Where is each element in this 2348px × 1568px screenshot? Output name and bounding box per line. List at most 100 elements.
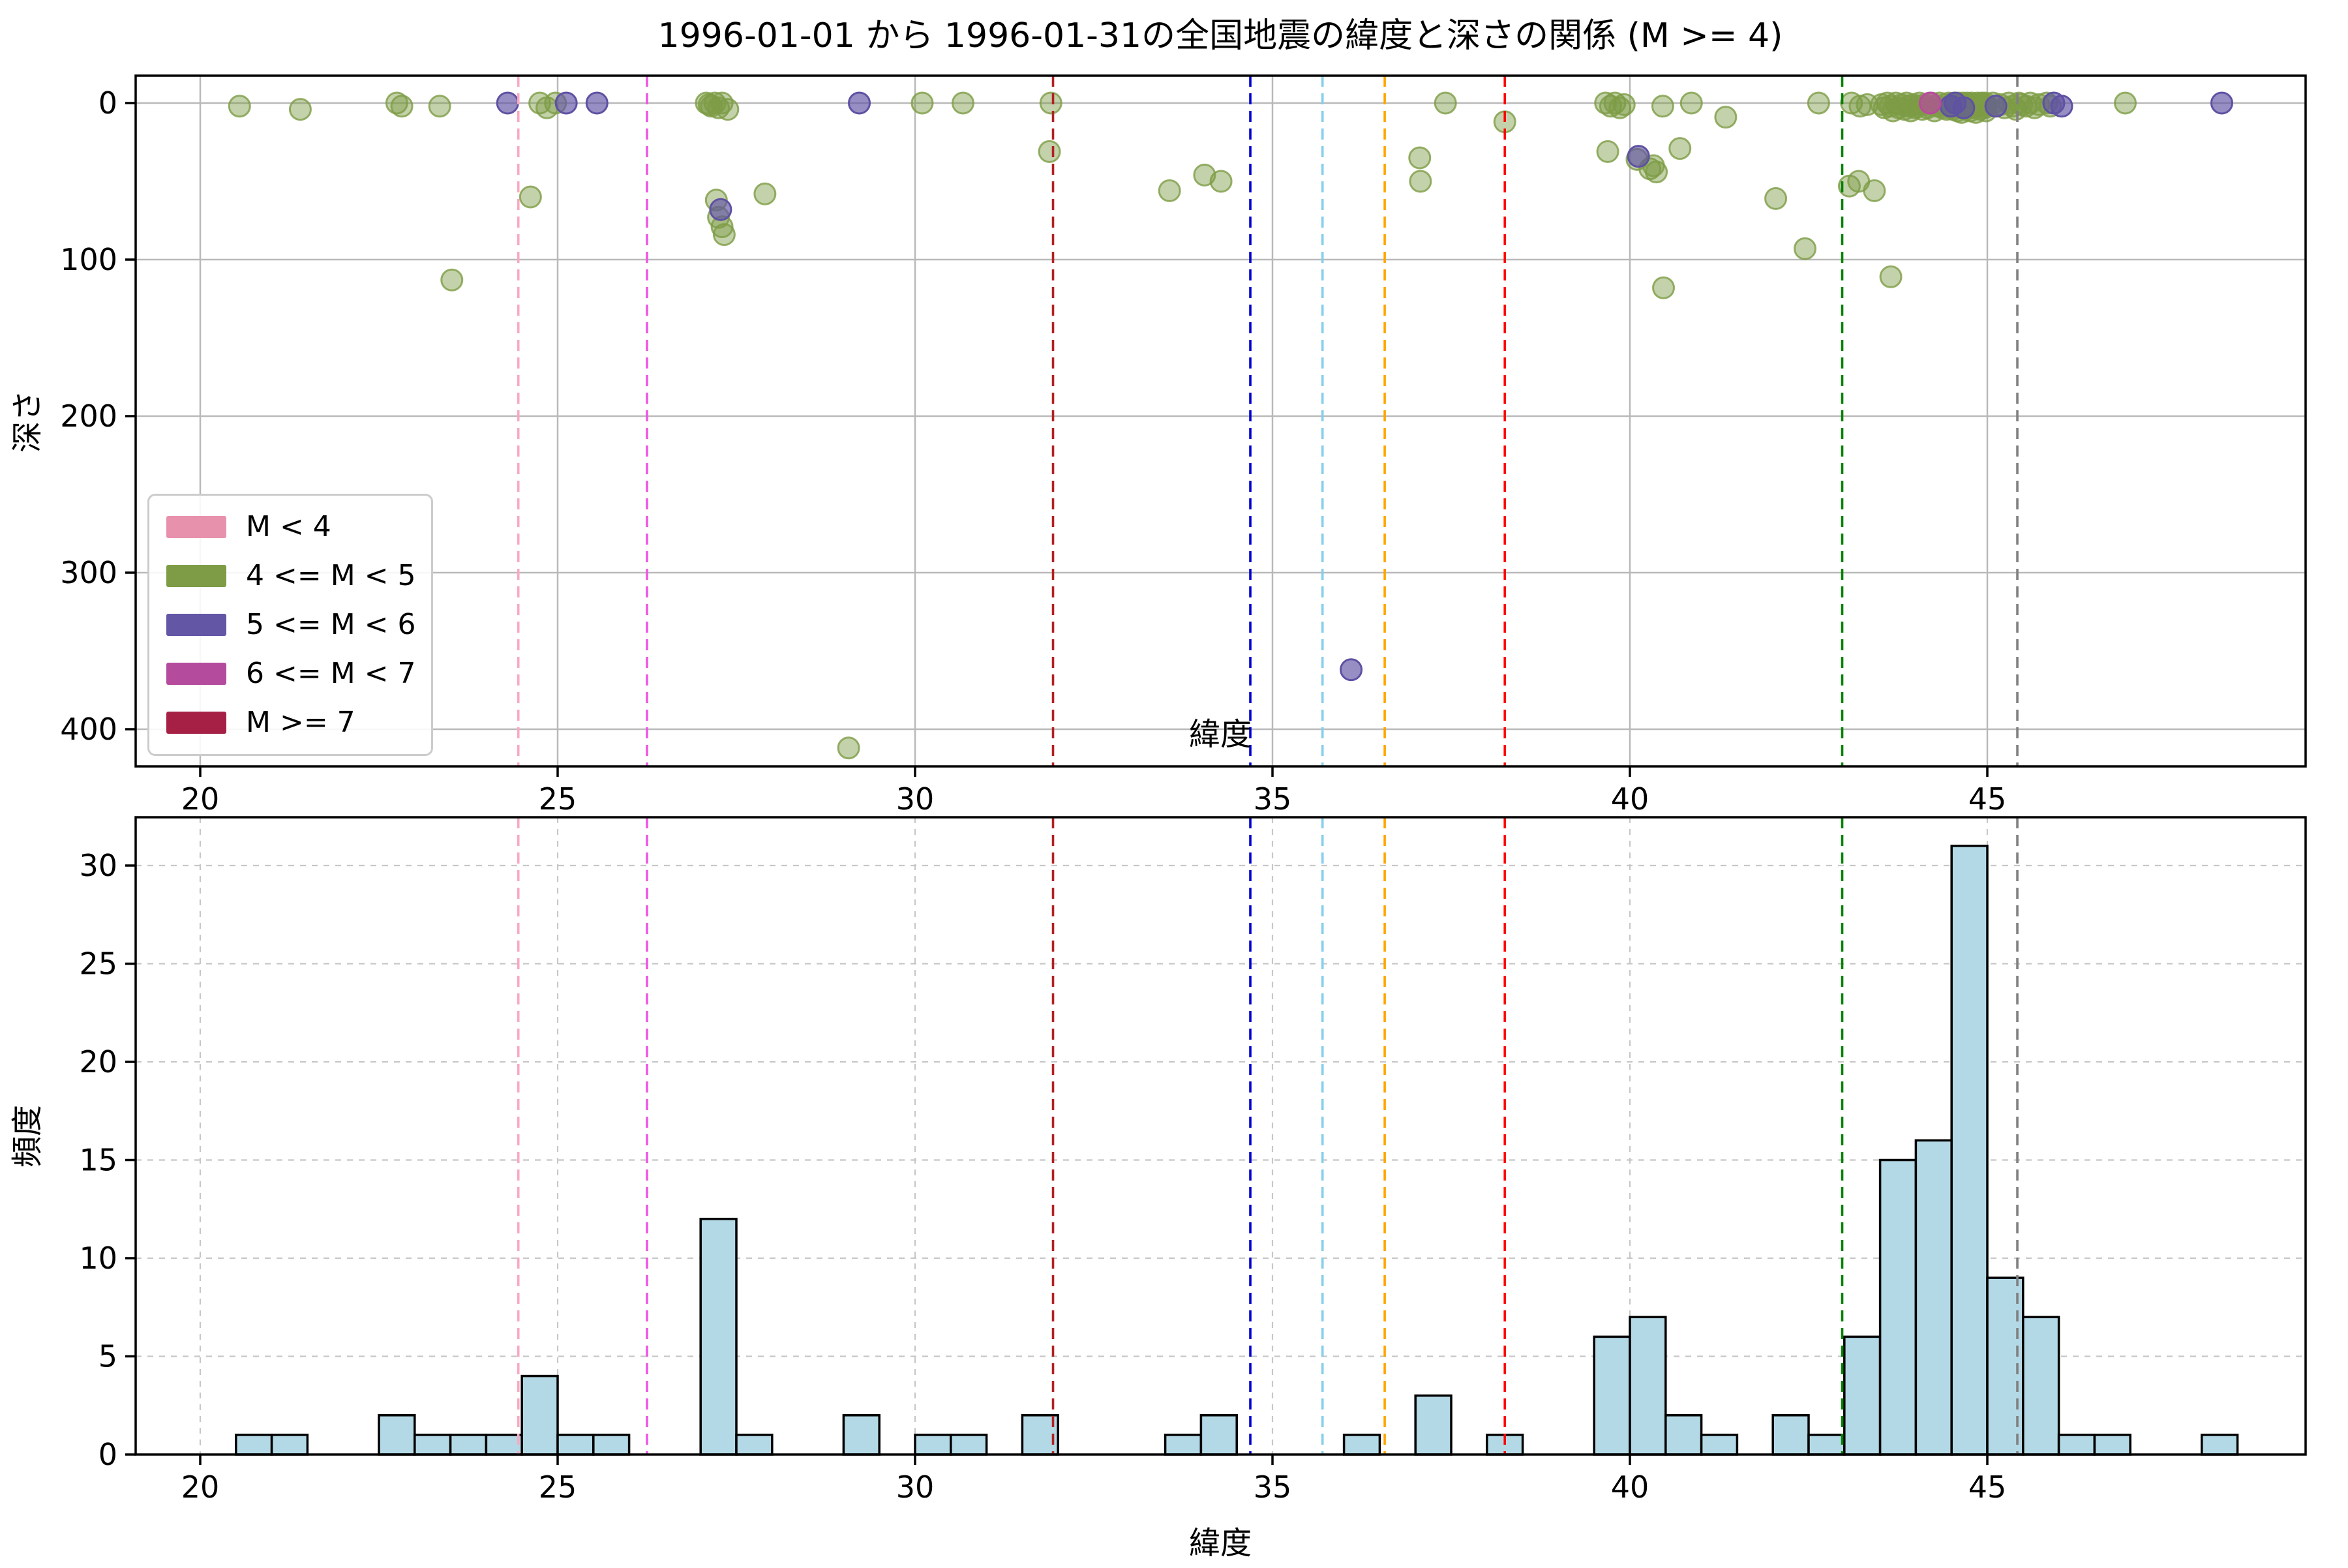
scatter-point	[709, 198, 732, 221]
legend-swatch-6-7	[166, 663, 226, 685]
scatter-point	[951, 91, 974, 115]
scatter-point	[1984, 95, 2008, 118]
histogram-bar	[270, 1434, 309, 1456]
x-tick-label: 45	[1968, 1470, 2007, 1505]
x-tick-label: 30	[896, 1470, 935, 1505]
histogram-bar	[1164, 1434, 1203, 1456]
histogram-bar	[592, 1434, 631, 1456]
y-tick-label: 100	[60, 242, 117, 277]
scatter-point	[2114, 91, 2137, 115]
legend-item: 4 <= M < 5	[166, 562, 416, 590]
scatter-point	[1434, 91, 1457, 115]
scatter-point	[1645, 160, 1668, 184]
scatter-point	[1679, 91, 1703, 115]
y-tick-label: 15	[79, 1143, 117, 1178]
legend-item: M < 4	[166, 513, 412, 541]
scatter-point	[1038, 140, 1061, 163]
y-tick-label: 0	[98, 1437, 117, 1472]
scatter-point	[288, 98, 312, 121]
x-tick-label: 35	[1254, 781, 1292, 817]
histogram-bar	[1914, 1139, 1953, 1456]
scatter-point	[2210, 91, 2233, 115]
legend-label: 6 <= M < 7	[246, 657, 416, 690]
histogram-bar	[2022, 1316, 2060, 1456]
scatter-point	[1627, 145, 1650, 168]
histogram-bar	[1629, 1316, 1667, 1456]
x-tick-label: 40	[1611, 1470, 1649, 1505]
y-tick-label: 300	[60, 555, 117, 590]
legend-swatch-4-5	[166, 565, 226, 587]
scatter-points	[228, 91, 2233, 760]
y-tick-label: 25	[79, 946, 117, 982]
scatter-point	[228, 95, 251, 118]
scatter-point	[554, 91, 578, 115]
scatter-point	[911, 91, 934, 115]
x-tick-label: 45	[1968, 781, 2007, 817]
reference-vlines	[517, 817, 2019, 1455]
legend-swatch-m-ge-7	[166, 712, 226, 734]
histogram-bar	[735, 1434, 774, 1456]
scatter-point	[1209, 170, 1233, 193]
scatter-point	[390, 95, 414, 118]
hist-xaxis-label: 緯度	[1189, 1525, 1252, 1561]
legend-label: 4 <= M < 5	[246, 559, 416, 592]
histogram-bar	[1199, 1414, 1238, 1456]
scatter-point	[440, 268, 464, 292]
x-tick-label: 30	[896, 781, 935, 817]
histogram-bar	[449, 1434, 488, 1456]
histogram-bar	[1843, 1335, 1882, 1456]
scatter-point	[2050, 95, 2073, 118]
scatter-point	[519, 185, 542, 209]
histogram-bar	[1950, 845, 1989, 1456]
scatter-point	[753, 182, 777, 205]
scatter-point	[1408, 146, 1432, 170]
y-tick-label: 0	[98, 85, 117, 121]
histogram-bar	[2057, 1434, 2096, 1456]
axes-spines	[134, 74, 2307, 768]
y-tick-label: 20	[79, 1044, 117, 1079]
scatter-point	[1879, 265, 1903, 288]
histogram-bar	[414, 1434, 452, 1456]
histogram-plot: 20 25 30 35 40 45 0 5 10 15 20 25 30	[79, 816, 2307, 1505]
histogram-bar	[1878, 1158, 1918, 1456]
scatter-point	[585, 91, 609, 115]
scatter-point	[1863, 179, 1886, 202]
scatter-point	[1612, 93, 1636, 116]
histogram-bar	[950, 1434, 988, 1456]
scatter-point	[428, 95, 451, 118]
histogram-bar	[485, 1434, 523, 1456]
scatter-point	[1952, 96, 1976, 119]
histogram-bar	[1807, 1434, 1846, 1456]
histogram-bar	[914, 1434, 952, 1456]
x-tick-label: 35	[1254, 1470, 1292, 1505]
scatter-point	[1714, 106, 1738, 129]
y-tick-label: 5	[98, 1339, 117, 1374]
histogram-bar	[1342, 1434, 1381, 1456]
histogram-bar	[520, 1374, 559, 1456]
axes-spines	[134, 816, 2307, 1456]
histogram-bar	[1771, 1414, 1810, 1456]
x-tick-label: 25	[539, 781, 577, 817]
reference-vlines	[517, 76, 2019, 766]
scatter-plot: 20 25 30 35 40 45 0 100 200 300 400	[60, 74, 2307, 817]
y-tick-label: 200	[60, 399, 117, 434]
scatter-yaxis-label: 深さ	[9, 390, 46, 453]
histogram-bar	[235, 1434, 273, 1456]
scatter-point	[1409, 170, 1432, 193]
histogram-bar	[1414, 1394, 1452, 1456]
scatter-point	[1918, 91, 1942, 115]
x-tick-label: 25	[539, 1470, 577, 1505]
hist-yaxis-label: 頻度	[9, 1105, 46, 1168]
legend: M < 4 4 <= M < 5 5 <= M < 6 6 <= M < 7 M…	[147, 494, 433, 756]
histogram-bar	[1664, 1414, 1703, 1456]
chart-title: 1996-01-01 から 1996-01-31の全国地震の緯度と深さの関係 (…	[658, 16, 1783, 55]
scatter-point	[1764, 187, 1788, 210]
scatter-point	[1807, 91, 1830, 115]
y-tick-label: 400	[60, 712, 117, 747]
scatter-xaxis-label: 緯度	[1189, 716, 1252, 753]
y-tick-label: 10	[79, 1241, 117, 1276]
y-tick-label: 30	[79, 848, 117, 883]
scatter-point	[1340, 658, 1363, 682]
scatter-point	[1651, 95, 1674, 118]
